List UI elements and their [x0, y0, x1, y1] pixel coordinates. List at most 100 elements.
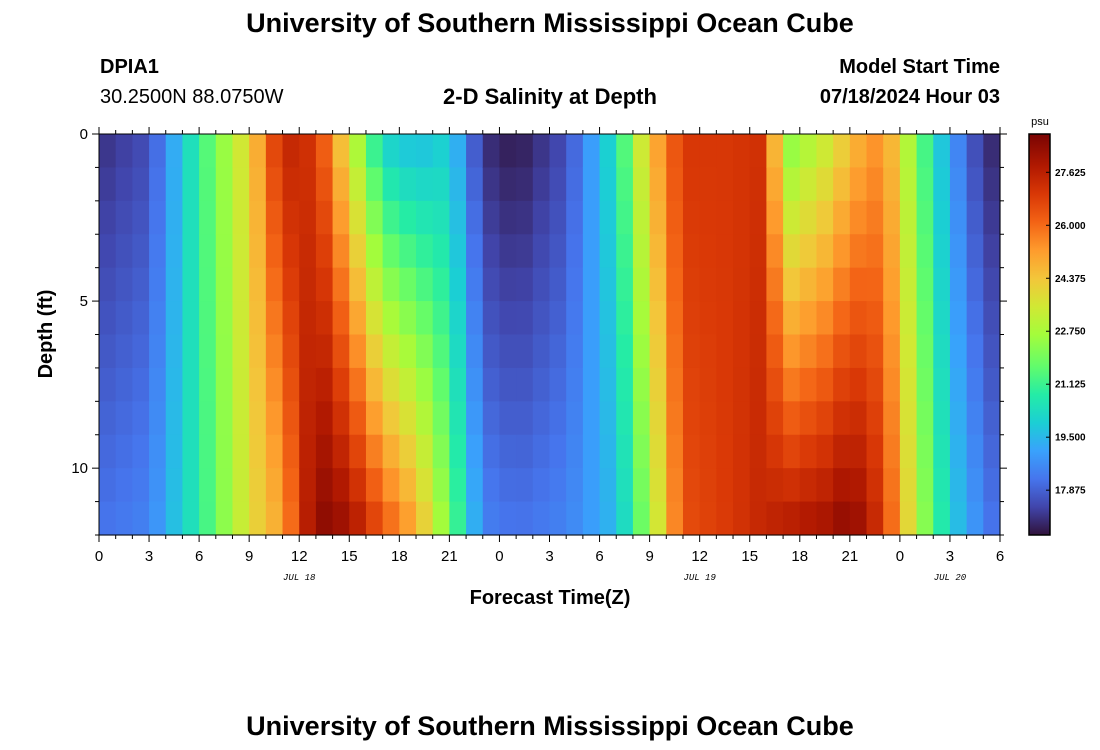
heatmap-cell: [699, 434, 717, 469]
x-tick-label: 18: [391, 548, 408, 565]
heatmap-cell: [632, 501, 651, 536]
x-tick-label: 3: [946, 548, 954, 565]
heatmap-cell: [933, 434, 951, 469]
heatmap-cell: [132, 167, 150, 202]
heatmap-cell: [432, 167, 450, 202]
heatmap-cell: [883, 468, 901, 503]
heatmap-cell: [766, 367, 784, 402]
heatmap-cell: [466, 134, 484, 169]
heatmap-cell: [532, 501, 551, 536]
heatmap-cell: [666, 468, 684, 503]
heatmap-cell: [165, 234, 184, 269]
heatmap-cell: [916, 401, 934, 436]
heatmap-cell: [699, 167, 717, 202]
heatmap-cell: [799, 334, 818, 369]
heatmap-cell: [182, 334, 200, 369]
heatmap-cell: [849, 267, 868, 302]
heatmap-cell: [315, 167, 334, 202]
heatmap-cell: [599, 334, 617, 369]
heatmap-cell: [416, 367, 434, 402]
heatmap-cell: [616, 334, 634, 369]
heatmap-cell: [949, 501, 968, 536]
heatmap-cell: [132, 301, 150, 336]
heatmap-cell: [733, 501, 751, 536]
heatmap-cell: [616, 501, 634, 536]
heatmap-cell: [549, 301, 567, 336]
heatmap-cell: [616, 401, 634, 436]
heatmap-cell: [382, 234, 400, 269]
heatmap-cell: [282, 200, 300, 235]
heatmap-cell: [649, 367, 667, 402]
heatmap-cell: [215, 301, 234, 336]
heatmap-cell: [132, 334, 150, 369]
heatmap-cell: [432, 367, 450, 402]
heatmap-cell: [849, 434, 868, 469]
heatmap-cell: [399, 167, 417, 202]
heatmap-cell: [899, 367, 918, 402]
heatmap-cell: [883, 167, 901, 202]
heatmap-cell: [416, 234, 434, 269]
heatmap-cell: [199, 134, 217, 169]
heatmap-cell: [99, 267, 117, 302]
heatmap-cell: [416, 134, 434, 169]
heatmap-cell: [916, 468, 934, 503]
heatmap-cell: [199, 367, 217, 402]
heatmap-cell: [215, 167, 234, 202]
heatmap-cell: [799, 301, 818, 336]
y-tick-label: 5: [80, 293, 88, 310]
heatmap-cell: [649, 401, 667, 436]
heatmap-cell: [532, 301, 551, 336]
heatmap-cell: [916, 134, 934, 169]
heatmap-cell: [783, 367, 801, 402]
x-axis-title: Forecast Time(Z): [470, 587, 631, 609]
heatmap-cell: [315, 234, 334, 269]
heatmap-cell: [582, 334, 601, 369]
heatmap-cell: [966, 468, 984, 503]
heatmap-cell: [99, 367, 117, 402]
heatmap-cell: [883, 234, 901, 269]
heatmap-cell: [566, 434, 584, 469]
heatmap-cell: [482, 267, 501, 302]
heatmap-cell: [983, 200, 1001, 235]
heatmap-cell: [449, 434, 467, 469]
heatmap-cell: [382, 167, 400, 202]
heatmap-cell: [783, 134, 801, 169]
heatmap-cell: [799, 234, 818, 269]
heatmap-cell: [766, 468, 784, 503]
heatmap-cell: [282, 401, 300, 436]
heatmap-cell: [899, 334, 918, 369]
heatmap-cell: [115, 301, 133, 336]
heatmap-cell: [249, 501, 267, 536]
heatmap-cell: [299, 167, 317, 202]
heatmap-cell: [265, 501, 284, 536]
heatmap-cell: [115, 401, 133, 436]
heatmap-cell: [365, 401, 384, 436]
heatmap-cell: [199, 200, 217, 235]
heatmap-cell: [449, 167, 467, 202]
heatmap-cell: [416, 334, 434, 369]
heatmap-cell: [816, 367, 834, 402]
heatmap-cell: [599, 134, 617, 169]
heatmap-cell: [632, 334, 651, 369]
heatmap-cell: [966, 301, 984, 336]
heatmap-cell: [132, 267, 150, 302]
heatmap-cell: [365, 501, 384, 536]
heatmap-cell: [132, 434, 150, 469]
heatmap-cell: [215, 367, 234, 402]
heatmap-cell: [332, 401, 350, 436]
heatmap-cell: [99, 434, 117, 469]
heatmap-cell: [299, 200, 317, 235]
heatmap-cell: [232, 267, 250, 302]
heatmap-cell: [933, 200, 951, 235]
x-axis-ticks: 0 3 6 9 12 15 18 21 0 3 6 9 12 15 18 21 0 3 6: [95, 127, 1004, 565]
heatmap-cell: [966, 434, 984, 469]
x-tick-label: 6: [595, 548, 603, 565]
heatmap-cell: [799, 134, 818, 169]
heatmap-cell: [582, 401, 601, 436]
heatmap-cell: [666, 234, 684, 269]
heatmap-cell: [215, 334, 234, 369]
x-date-label: JUL 19: [683, 573, 716, 583]
heatmap-cell: [749, 267, 768, 302]
heatmap-cell: [499, 468, 517, 503]
heatmap-cell: [666, 267, 684, 302]
